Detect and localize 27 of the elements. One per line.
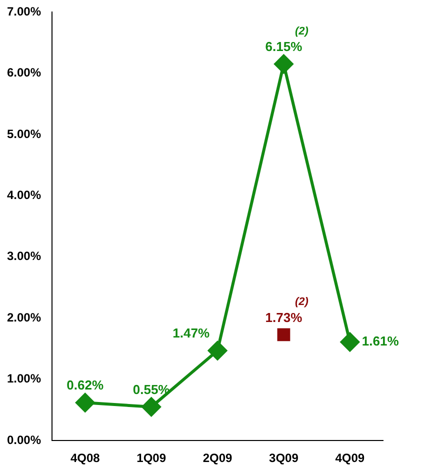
- annotation: (2): [294, 26, 309, 38]
- y-tick-label: 2.00%: [6, 310, 42, 324]
- y-tick-label: 1.00%: [6, 372, 42, 386]
- x-tick-label: 4Q08: [70, 451, 100, 466]
- data-label: 6.15%: [265, 39, 303, 54]
- point: [142, 397, 161, 416]
- x-tick-label: 4Q09: [335, 451, 365, 466]
- data-label: 0.55%: [132, 382, 170, 397]
- annotation: (2): [294, 296, 309, 308]
- point: [76, 393, 95, 412]
- y-tick-label: 0.00%: [6, 432, 42, 447]
- data-label: 1.73%: [265, 310, 303, 325]
- x-tick-label: 2Q09: [202, 451, 233, 466]
- point: [208, 341, 228, 360]
- point: [277, 328, 290, 342]
- y-tick-label: 4.00%: [6, 188, 42, 202]
- point: [340, 332, 360, 352]
- y-tick-label: 7.00%: [6, 4, 42, 18]
- data-label: 1.61%: [362, 334, 400, 349]
- y-tick-label: 3.00%: [6, 249, 42, 264]
- data-label: 0.62%: [66, 378, 104, 393]
- y-tick-label: 5.00%: [6, 126, 42, 141]
- y-tick-label: 6.00%: [6, 66, 42, 80]
- point: [274, 54, 294, 74]
- x-tick-label: 1Q09: [136, 451, 166, 466]
- data-label: 1.47%: [172, 326, 210, 341]
- x-tick-label: 3Q09: [269, 451, 299, 466]
